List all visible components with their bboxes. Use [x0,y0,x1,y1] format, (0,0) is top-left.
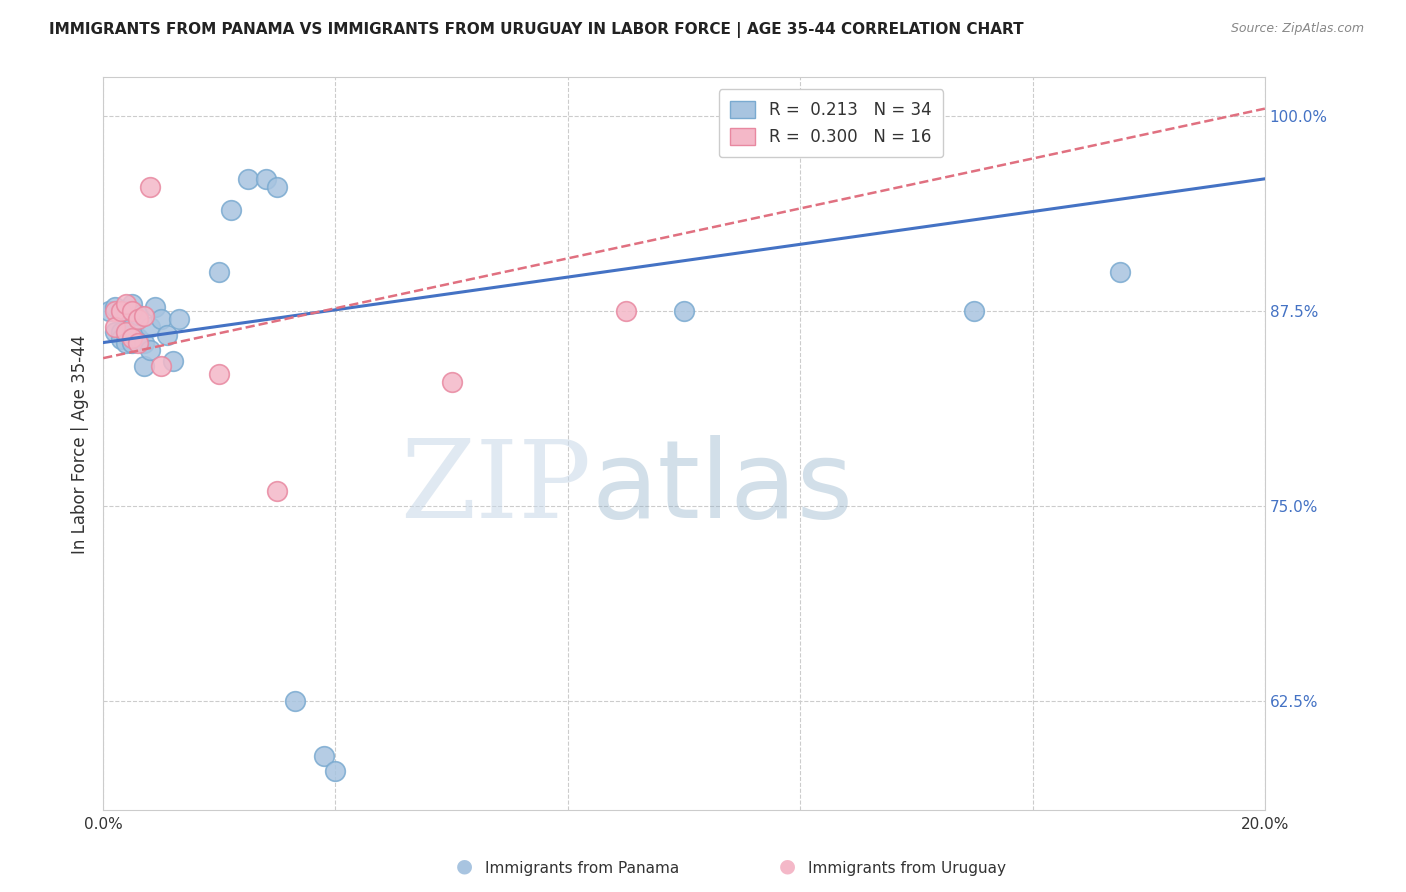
Text: IMMIGRANTS FROM PANAMA VS IMMIGRANTS FROM URUGUAY IN LABOR FORCE | AGE 35-44 COR: IMMIGRANTS FROM PANAMA VS IMMIGRANTS FRO… [49,22,1024,38]
Point [312,748,335,763]
Point [115,325,138,339]
Point [138,179,160,194]
Point [208,265,231,279]
Point [132,359,155,373]
Point [127,308,149,322]
Point [254,171,277,186]
Point [238,171,260,186]
Point [325,764,347,779]
Point [150,359,173,373]
Point [121,331,143,345]
Point [284,694,307,708]
Point [167,312,190,326]
Legend: R =  0.213   N = 34, R =  0.300   N = 16: R = 0.213 N = 34, R = 0.300 N = 16 [718,89,943,158]
Point [150,312,173,326]
Point [121,296,143,310]
Point [132,309,155,323]
Point [672,304,695,318]
Point [208,367,231,381]
Text: ●: ● [779,857,796,876]
Y-axis label: In Labor Force | Age 35-44: In Labor Force | Age 35-44 [72,334,89,554]
Point [1108,265,1130,279]
Point [145,300,167,314]
Point [104,325,127,339]
Point [219,202,242,217]
Text: atlas: atlas [591,435,853,541]
Point [266,483,288,498]
Point [121,335,143,350]
Point [110,325,132,339]
Point [104,304,127,318]
Point [127,335,149,350]
Text: Immigrants from Uruguay: Immigrants from Uruguay [808,861,1007,876]
Point [110,333,132,347]
Point [110,304,132,318]
Point [963,304,986,318]
Point [121,320,143,334]
Point [115,335,138,350]
Point [440,375,463,389]
Point [115,296,138,310]
Point [138,343,160,358]
Point [266,179,288,194]
Point [121,304,143,318]
Text: ●: ● [456,857,472,876]
Point [162,354,184,368]
Point [127,312,149,326]
Point [110,304,132,318]
Point [104,300,127,314]
Point [132,335,155,350]
Point [115,327,138,342]
Point [156,327,179,342]
Point [614,304,637,318]
Point [115,304,138,318]
Text: ZIP: ZIP [399,435,591,541]
Point [138,320,160,334]
Text: Immigrants from Panama: Immigrants from Panama [485,861,679,876]
Point [127,331,149,345]
Point [97,304,120,318]
Point [104,320,127,334]
Text: Source: ZipAtlas.com: Source: ZipAtlas.com [1230,22,1364,36]
